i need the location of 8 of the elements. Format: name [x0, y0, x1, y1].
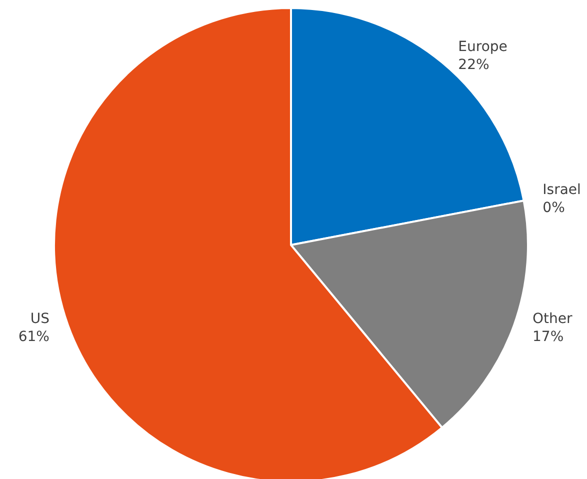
data-label: 17%	[532, 328, 564, 345]
text: 0%	[542, 200, 565, 216]
data-label: 22%	[458, 57, 490, 74]
slice-label: Europe	[458, 39, 508, 56]
slice-label: Other	[532, 310, 573, 327]
data-label: 61%	[18, 328, 50, 345]
category-label: Israel	[542, 182, 581, 198]
slice-label: US	[30, 310, 50, 327]
